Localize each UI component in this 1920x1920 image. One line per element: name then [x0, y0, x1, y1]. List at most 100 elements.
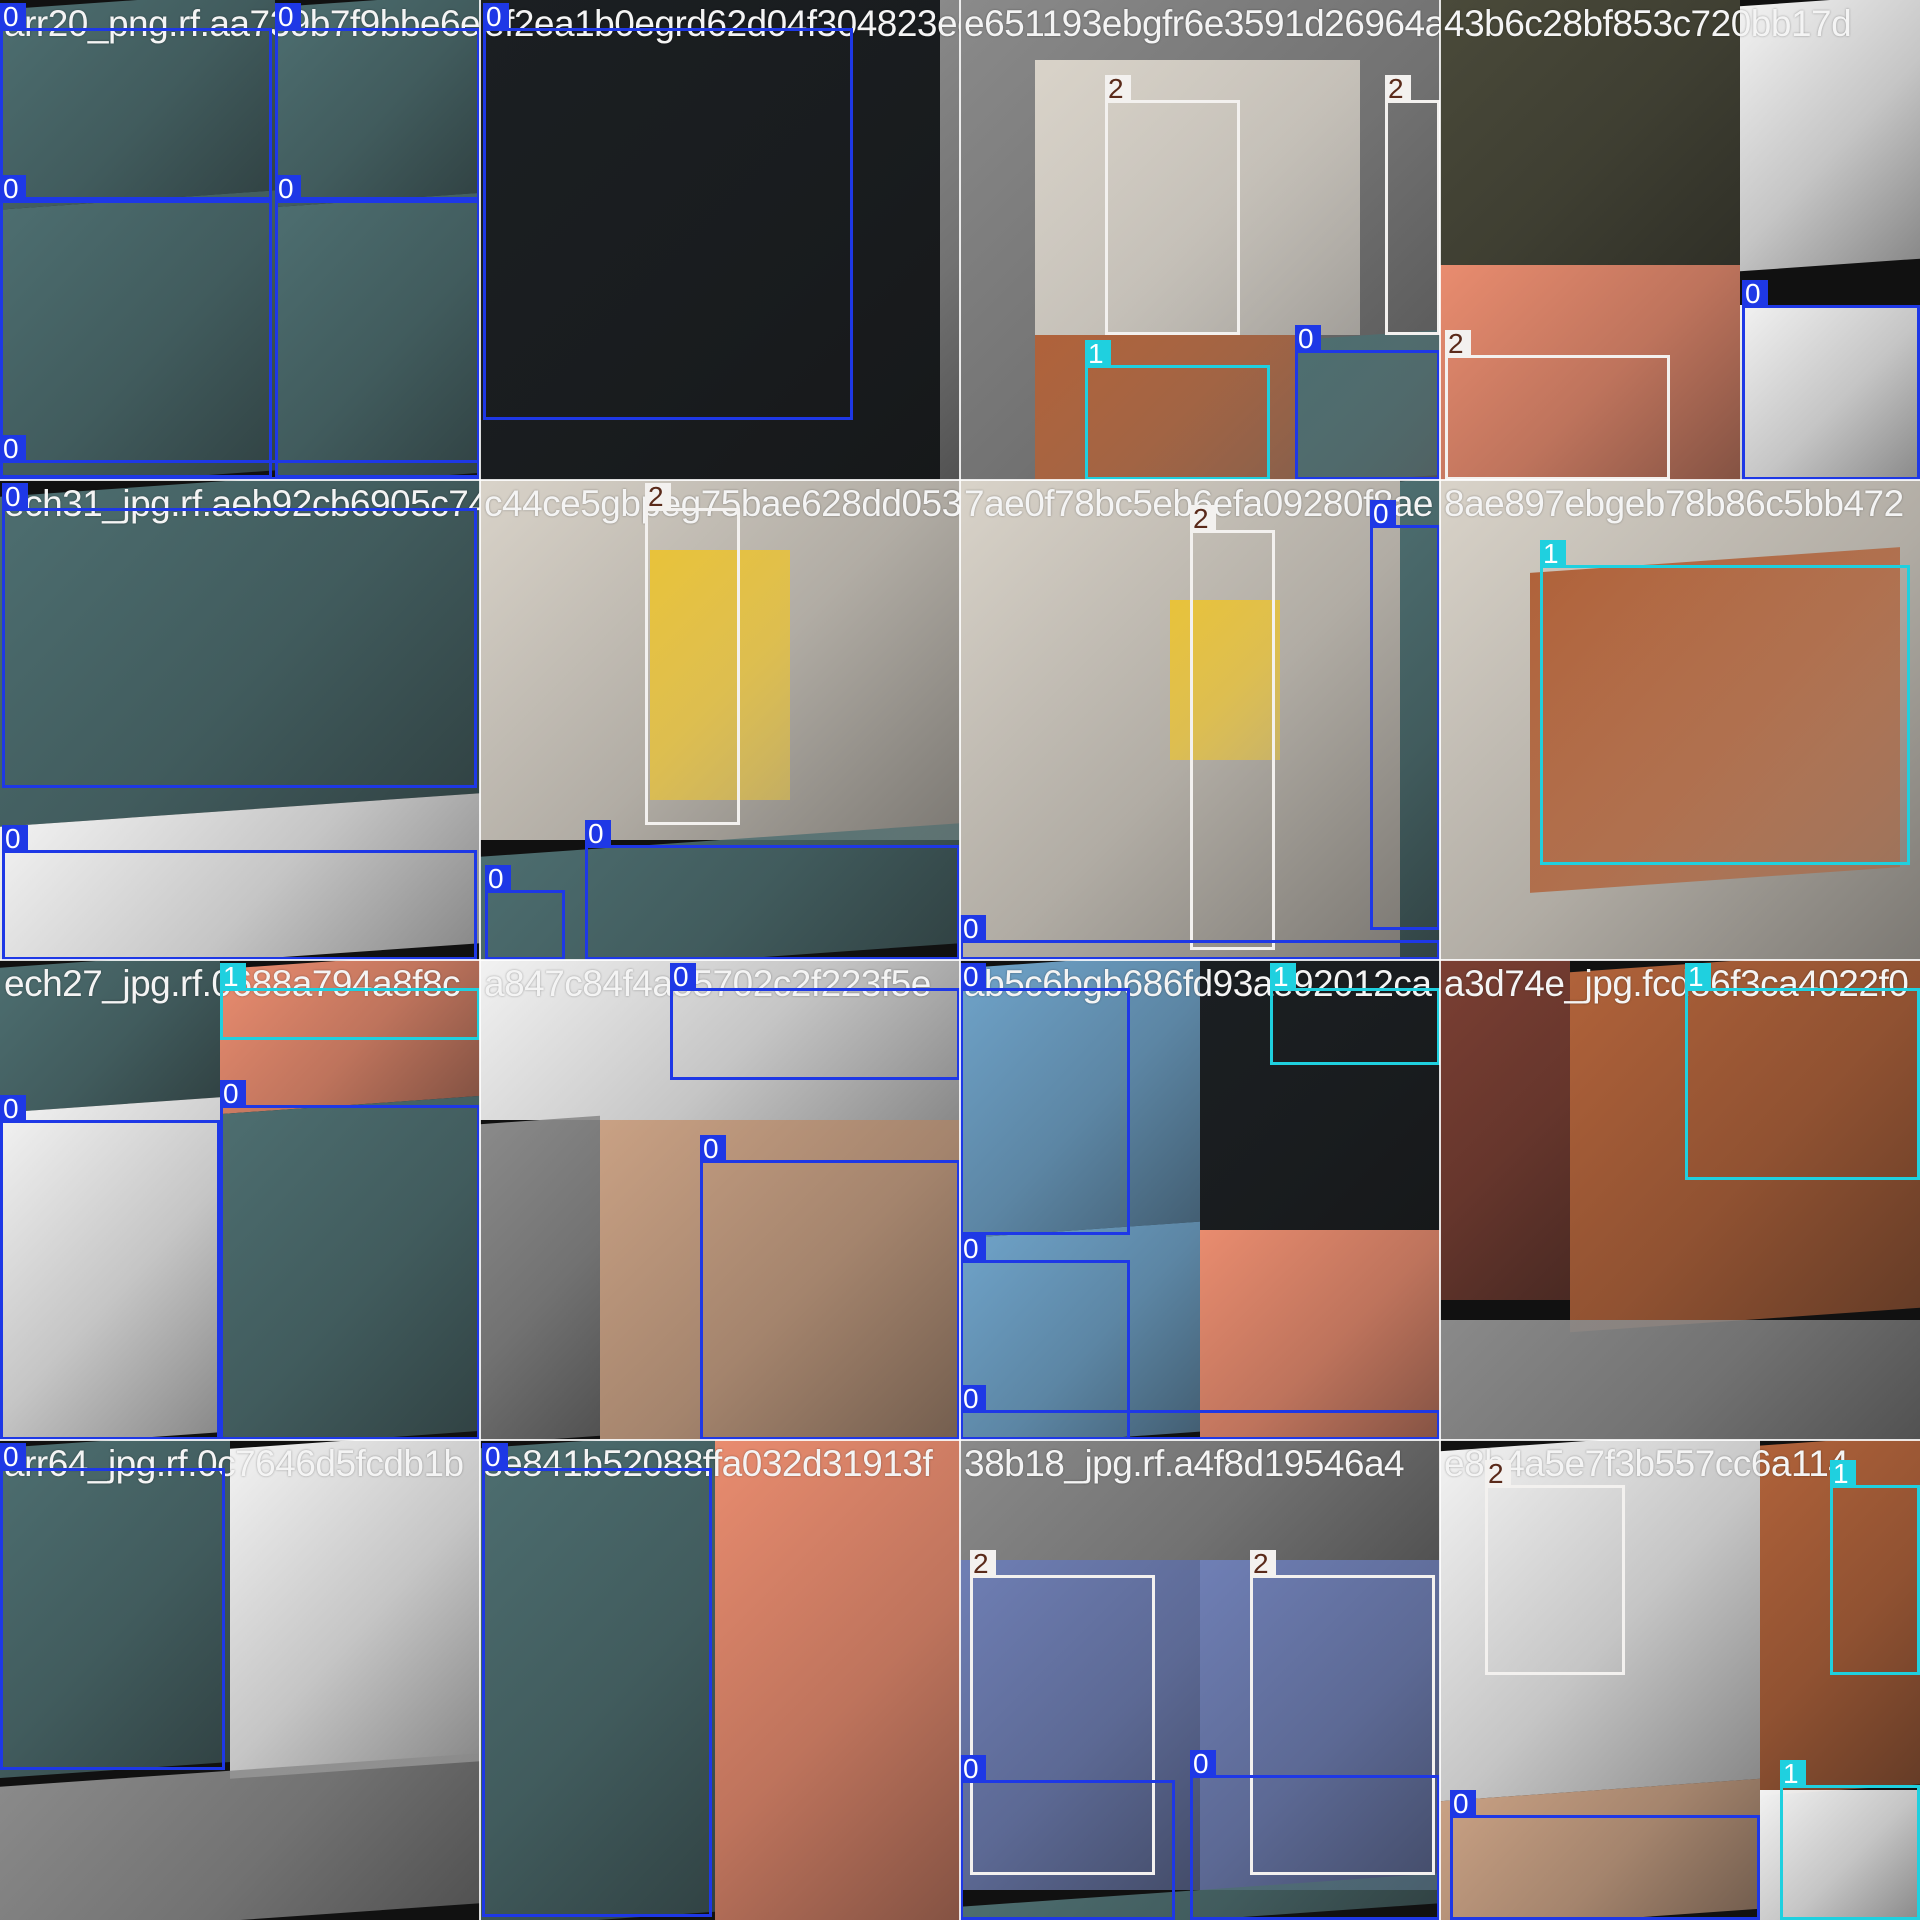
bbox-class-label: 0 — [0, 1095, 26, 1123]
bbox-class-0: 0 — [483, 3, 853, 420]
bbox-class-2: 2 — [1485, 1460, 1625, 1675]
bbox-class-label: 0 — [960, 1385, 986, 1413]
photo-tile — [1760, 1790, 1920, 1920]
grid-divider — [0, 1439, 1920, 1441]
bbox-class-0: 0 — [1450, 1790, 1760, 1920]
bbox-class-label: 2 — [970, 1550, 996, 1578]
bbox-class-label: 2 — [1445, 330, 1471, 358]
bbox-class-1: 1 — [220, 963, 480, 1040]
bbox-class-0: 0 — [0, 175, 272, 478]
bbox-class-0: 0 — [0, 1095, 220, 1440]
photo-tile — [1200, 1230, 1440, 1440]
bbox-class-0: 0 — [1295, 325, 1440, 480]
bbox-class-label: 0 — [482, 1443, 508, 1471]
bbox-class-label: 0 — [700, 1135, 726, 1163]
bbox-class-1: 1 — [1830, 1460, 1920, 1675]
bbox-class-label: 0 — [0, 1443, 26, 1471]
bbox-class-label: 1 — [1780, 1760, 1806, 1788]
bbox-class-label: 1 — [1685, 963, 1711, 991]
bbox-class-label: 0 — [0, 435, 26, 463]
bbox-class-0: 0 — [670, 963, 960, 1080]
bbox-class-0: 0 — [275, 3, 480, 200]
bbox-class-1: 1 — [1085, 340, 1270, 480]
bbox-class-0: 0 — [700, 1135, 960, 1440]
bbox-class-0: 0 — [0, 3, 272, 200]
bbox-class-2: 2 — [645, 483, 740, 825]
grid-divider — [1439, 0, 1441, 1920]
bbox-class-label: 0 — [1370, 500, 1396, 528]
bbox-class-label: 0 — [670, 963, 696, 991]
mosaic-cell: 7ae0f78bc5eb6efa09280f8ae 2 0 0 — [960, 480, 1440, 960]
bbox-class-label: 2 — [645, 483, 671, 511]
photo-tile — [480, 1115, 600, 1440]
bbox-class-1: 1 — [1270, 963, 1440, 1065]
bbox-class-0: 0 — [960, 1755, 1175, 1920]
bbox-class-label: 0 — [2, 483, 28, 511]
photo-tile — [1740, 0, 1920, 272]
mosaic-cell: 8ae897ebgeb78b86c5bb472 1 — [1440, 480, 1920, 960]
mosaic-cell: e651193ebgfr6e3591d26964a3b86c28b0f8530c… — [960, 0, 1440, 480]
bbox-class-2: 2 — [1250, 1550, 1435, 1875]
bbox-class-0: 0 — [2, 483, 477, 788]
mosaic-cell: a847c84f4a55702c2f223f5e 0 0 — [480, 960, 960, 1440]
photo-tile — [1440, 265, 1740, 480]
bbox-class-2: 2 — [1190, 505, 1275, 950]
bbox-class-label: 0 — [960, 963, 986, 991]
bbox-class-2: 2 — [970, 1550, 1155, 1875]
mosaic-cell: se841b52088ffa032d31913f 0 — [480, 1440, 960, 1920]
bbox-class-label: 0 — [485, 865, 511, 893]
bbox-class-0: 0 — [1742, 280, 1920, 480]
bbox-class-0: 0 — [960, 1385, 1440, 1440]
mosaic-cell: e8b4a5e7f3b557cc6a114 2 1 0 1 — [1440, 1440, 1920, 1920]
mosaic-cell: arr20_png.rf.aa739b7f9bbe6e28a1b0e8d6254… — [0, 0, 480, 480]
photo-tile — [960, 1440, 1440, 1560]
bbox-class-label: 2 — [1105, 75, 1131, 103]
mosaic-cell: ech31_jpg.rf.aeb92cb6905c74455000 — [0, 480, 480, 960]
bbox-class-label: 0 — [960, 1235, 986, 1263]
bbox-class-1: 1 — [1540, 540, 1910, 865]
photo-tile — [960, 1560, 1200, 1890]
photo-tile — [940, 0, 960, 480]
photo-tile — [1740, 305, 1920, 480]
bbox-class-0: 0 — [1190, 1750, 1440, 1920]
bbox-class-0: 0 — [485, 865, 565, 960]
bbox-class-2: 2 — [1445, 330, 1670, 480]
bbox-class-label: 0 — [960, 915, 986, 943]
mosaic-cell: ech27_jpg.rf.0688a794a8f8c100 — [0, 960, 480, 1440]
photo-tile — [1200, 1560, 1440, 1890]
mosaic-cell: arr64_jpg.rf.0c7646d5fcdb1b 0 — [0, 1440, 480, 1920]
mosaic-cell: a3d74e_jpg.fcd86f3ca4022f0 1 — [1440, 960, 1920, 1440]
photo-tile — [1440, 960, 1570, 1300]
bbox-class-label: 0 — [275, 175, 301, 203]
bbox-class-0: 0 — [960, 963, 1130, 1235]
photo-tile — [0, 960, 220, 1113]
bbox-class-1: 1 — [1780, 1760, 1920, 1920]
bbox-class-0: 0 — [1370, 500, 1440, 930]
bbox-class-label: 0 — [483, 3, 509, 31]
bbox-class-label: 1 — [1085, 340, 1111, 368]
bbox-class-0: 0 — [0, 1443, 225, 1770]
mosaic-cell: ab5c6bgb686fd93ae92012ca 1 0 0 0 — [960, 960, 1440, 1440]
bbox-class-label: 0 — [1742, 280, 1768, 308]
bbox-class-0: 0 — [275, 175, 480, 478]
photo-tile — [1035, 60, 1360, 335]
bbox-class-label: 0 — [275, 3, 301, 31]
bbox-class-label: 0 — [0, 175, 26, 203]
bbox-class-label: 2 — [1485, 1460, 1511, 1488]
bbox-class-0: 0 — [585, 820, 960, 960]
bbox-class-label: 0 — [2, 825, 28, 853]
photo-tile — [715, 1440, 960, 1920]
bbox-class-0: 0 — [220, 1080, 480, 1440]
bbox-class-label: 0 — [585, 820, 611, 848]
bbox-class-0: 0 — [2, 825, 477, 960]
bbox-class-label: 2 — [1385, 75, 1411, 103]
photo-tile — [1200, 960, 1440, 1230]
bbox-class-label: 1 — [1540, 540, 1566, 568]
photo-tile — [1035, 335, 1295, 480]
bbox-class-label: 0 — [220, 1080, 246, 1108]
bbox-class-label: 1 — [1270, 963, 1296, 991]
photo-tile — [480, 960, 960, 1120]
bbox-class-label: 0 — [960, 1755, 986, 1783]
bbox-class-2: 2 — [1385, 75, 1440, 335]
